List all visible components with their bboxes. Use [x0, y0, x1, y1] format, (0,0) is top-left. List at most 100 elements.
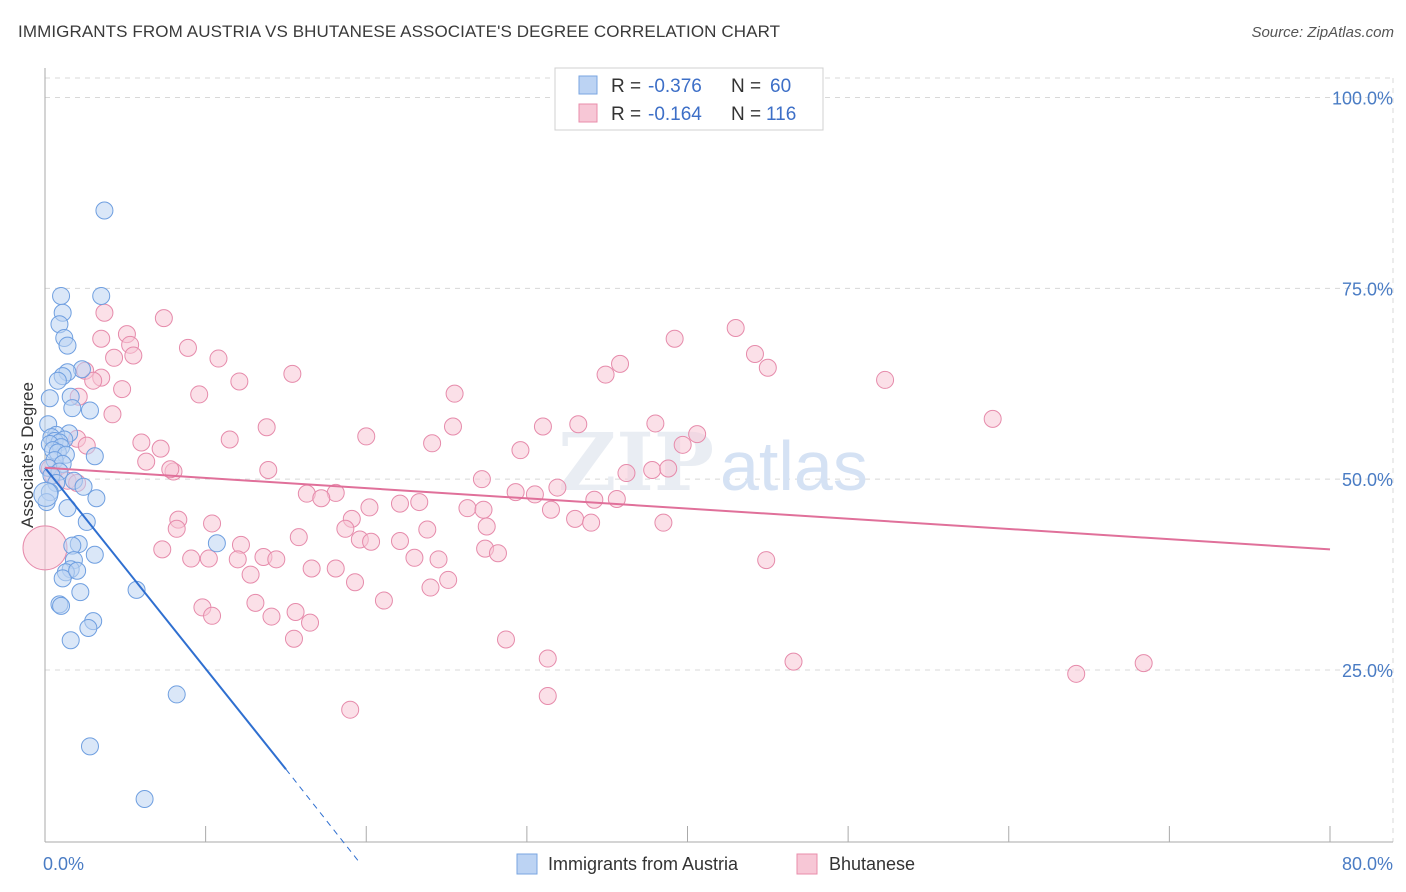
point-bhutanese — [190, 385, 209, 404]
point-bhutanese — [230, 372, 249, 391]
point-austria — [85, 447, 104, 466]
bottom-legend-swatch-bhutanese — [796, 853, 818, 875]
legend-r-label: R = — [611, 104, 641, 125]
point-bhutanese — [341, 700, 360, 719]
point-bhutanese — [757, 551, 776, 570]
x-tick-label: 0.0% — [43, 854, 84, 874]
point-bhutanese — [283, 364, 302, 383]
point-bhutanese — [326, 559, 345, 578]
point-bhutanese — [167, 519, 186, 538]
point-austria — [33, 481, 59, 507]
point-bhutanese — [596, 365, 615, 384]
grid — [45, 77, 1394, 842]
point-bhutanese — [538, 686, 557, 705]
point-bhutanese — [1067, 664, 1086, 683]
point-austria — [40, 389, 59, 408]
point-bhutanese — [429, 550, 448, 569]
bottom-legend-label-bhutanese: Bhutanese — [829, 854, 915, 874]
point-bhutanese — [153, 540, 172, 559]
point-bhutanese — [203, 514, 222, 533]
point-bhutanese — [103, 405, 122, 424]
point-bhutanese — [182, 549, 201, 568]
point-bhutanese — [611, 354, 630, 373]
legend-box — [554, 67, 824, 131]
bottom-legend-label-austria: Immigrants from Austria — [548, 854, 739, 874]
point-bhutanese — [418, 520, 437, 539]
point-austria — [48, 371, 67, 390]
point-bhutanese — [161, 460, 180, 479]
chart-source: Source: ZipAtlas.com — [1251, 24, 1394, 41]
point-austria — [207, 534, 226, 553]
legend-n-value: 60 — [770, 76, 791, 97]
point-bhutanese — [257, 418, 276, 437]
point-bhutanese — [876, 370, 895, 389]
point-bhutanese — [289, 528, 308, 547]
point-bhutanese — [241, 565, 260, 584]
point-bhutanese — [95, 303, 114, 322]
point-bhutanese — [199, 549, 218, 568]
point-austria — [68, 561, 87, 580]
point-bhutanese — [286, 602, 305, 621]
point-bhutanese — [525, 485, 544, 504]
point-bhutanese — [267, 550, 286, 569]
point-bhutanese — [336, 519, 355, 538]
point-bhutanese — [472, 470, 491, 489]
point-bhutanese — [445, 384, 464, 403]
legend: R = -0.376 N = 60 R = -0.164 N = 116 — [554, 67, 824, 131]
point-austria — [52, 596, 71, 615]
point-bhutanese — [301, 613, 320, 632]
point-bhutanese — [124, 346, 143, 365]
point-bhutanese — [312, 489, 331, 508]
point-bhutanese — [421, 578, 440, 597]
point-bhutanese — [246, 593, 265, 612]
point-bhutanese — [220, 430, 239, 449]
point-bhutanese — [566, 509, 585, 528]
point-austria — [92, 286, 111, 305]
point-bhutanese — [302, 559, 321, 578]
y-tick-label: 75.0% — [1342, 279, 1393, 299]
point-austria — [58, 336, 77, 355]
point-bhutanese — [617, 464, 636, 483]
point-bhutanese — [405, 548, 424, 567]
watermark-atlas: atlas — [720, 427, 868, 505]
point-bhutanese — [374, 591, 393, 610]
point-bhutanese — [983, 409, 1002, 428]
point-austria — [58, 499, 77, 518]
legend-n-label: N = — [731, 76, 761, 97]
y-tick-labels: 25.0% 50.0% 75.0% 100.0% — [1332, 89, 1393, 682]
point-austria — [95, 201, 114, 220]
trend-line-austria — [44, 467, 287, 770]
point-bhutanese — [474, 500, 493, 519]
point-bhutanese — [758, 358, 777, 377]
point-bhutanese — [784, 652, 803, 671]
x-tick-labels: 0.0% 80.0% — [43, 854, 1393, 874]
point-bhutanese — [496, 630, 515, 649]
point-bhutanese — [726, 319, 745, 338]
point-austria — [63, 399, 82, 418]
point-bhutanese — [688, 425, 707, 444]
legend-r-value: -0.376 — [648, 76, 702, 97]
point-austria — [167, 685, 186, 704]
point-bhutanese — [646, 414, 665, 433]
point-bhutanese — [585, 490, 604, 509]
point-bhutanese — [151, 439, 170, 458]
point-bhutanese — [477, 517, 496, 536]
point-bhutanese — [439, 570, 458, 589]
point-bhutanese — [673, 435, 692, 454]
point-bhutanese — [132, 433, 151, 452]
point-bhutanese — [84, 371, 103, 390]
point-bhutanese — [488, 544, 507, 563]
point-bhutanese — [410, 493, 429, 512]
trend-line-bhutanese — [44, 466, 1331, 551]
y-axis-title: Associate's Degree — [18, 382, 37, 528]
point-bhutanese — [259, 461, 278, 480]
point-bhutanese — [643, 461, 662, 480]
legend-r-label: R = — [611, 76, 641, 97]
point-bhutanese — [137, 452, 156, 471]
legend-r-value: -0.164 — [648, 104, 702, 125]
point-bhutanese — [178, 338, 197, 357]
point-bhutanese — [92, 329, 111, 348]
point-bhutanese — [541, 500, 560, 519]
point-bhutanese — [511, 441, 530, 460]
y-tick-label: 25.0% — [1342, 661, 1393, 681]
